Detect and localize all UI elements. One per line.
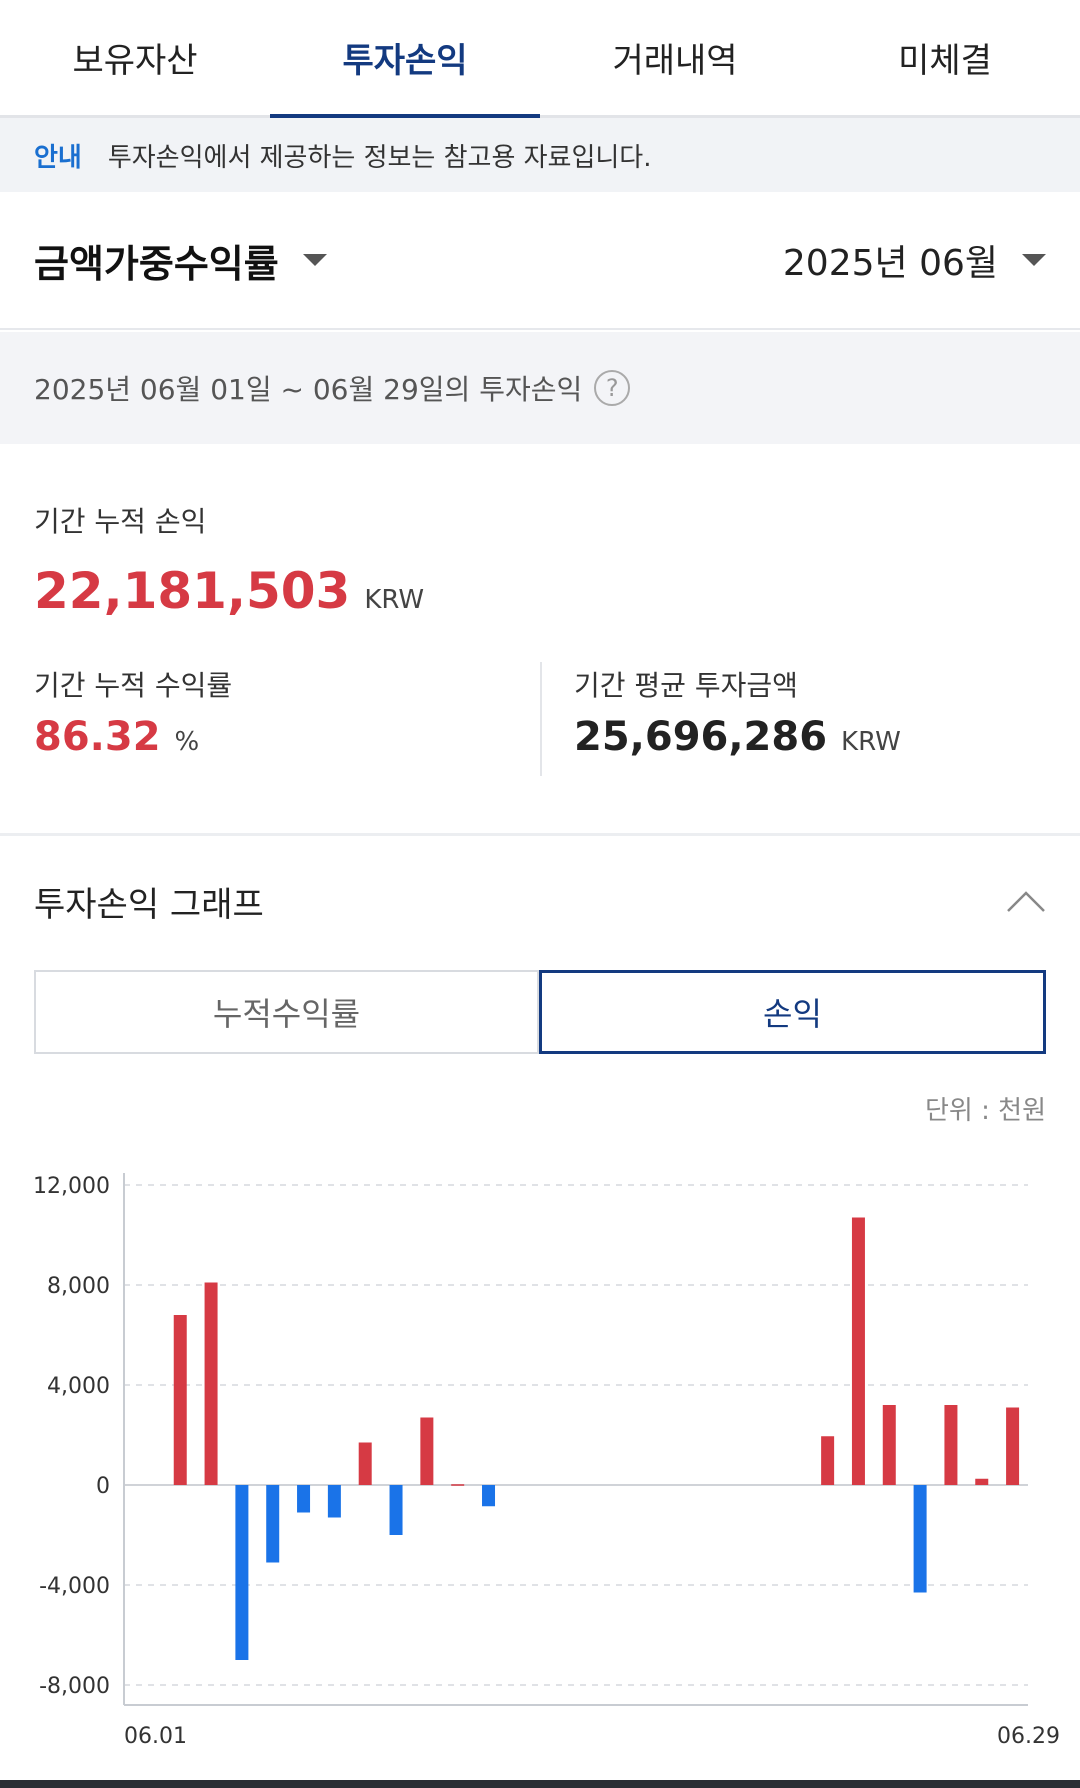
x-tick-label-end: 06.29 xyxy=(997,1724,1060,1749)
notice-tag: 안내 xyxy=(34,142,82,173)
bar-06.12 xyxy=(482,1485,496,1507)
pl-bar-chart: 12,000 8,000 4,000 0 -4,000 -8,000 06.01 06.29 xyxy=(33,1173,1060,1749)
unit-note: 단위 : 천원 xyxy=(925,1096,1046,1126)
tab-holdings[interactable]: 보유자산 xyxy=(72,41,198,81)
y-tick-label: -4,000 xyxy=(39,1574,110,1599)
bar-06.11 xyxy=(451,1484,465,1486)
bar-06.08 xyxy=(358,1442,372,1485)
bar-06.06 xyxy=(297,1485,311,1513)
bar-06.27 xyxy=(944,1405,958,1485)
chart-axes: 12,000 8,000 4,000 0 -4,000 -8,000 06.01 06.29 xyxy=(33,1173,1060,1749)
avg-invest-unit: KRW xyxy=(841,727,901,757)
notice-message: 투자손익에서 제공하는 정보는 참고용 자료입니다. xyxy=(107,142,652,173)
y-tick-label: 4,000 xyxy=(47,1374,110,1399)
cum-pl-value: 22,181,503 xyxy=(34,562,351,620)
bar-06.09 xyxy=(389,1485,403,1535)
cum-rate-value: 86.32 xyxy=(34,714,161,760)
bar-06.07 xyxy=(327,1485,341,1518)
bar-06.25 xyxy=(882,1405,896,1485)
period-text: 2025년 06월 01일 ~ 06월 29일의 투자손익 xyxy=(34,373,583,406)
tab-investment-pl[interactable]: 투자손익 xyxy=(270,0,540,118)
cum-pl: 22,181,503 KRW xyxy=(34,562,424,620)
notice-banner: 안내 투자손익에서 제공하는 정보는 참고용 자료입니다. xyxy=(0,118,1080,192)
y-tick-label: 8,000 xyxy=(47,1274,110,1299)
month-dropdown-label: 2025년 06월 xyxy=(782,243,998,284)
graph-title: 투자손익 그래프 xyxy=(34,884,264,925)
caret-down-icon xyxy=(302,254,327,266)
avg-invest-label: 기간 평균 투자금액 xyxy=(574,669,798,702)
bar-06.04 xyxy=(235,1485,249,1660)
bar-06.24 xyxy=(851,1217,865,1485)
bar-06.03 xyxy=(204,1282,218,1485)
caret-down-icon xyxy=(1022,254,1046,266)
bar-06.23 xyxy=(821,1436,835,1485)
bar-06.26 xyxy=(913,1485,927,1593)
tab-transactions[interactable]: 거래내역 xyxy=(612,41,738,81)
system-nav-bar xyxy=(0,1780,1080,1788)
divider xyxy=(540,662,542,776)
graph-mode-toggle: 누적수익률 손익 xyxy=(34,970,1046,1054)
segment-pl[interactable]: 손익 xyxy=(539,970,1046,1054)
y-tick-label: 0 xyxy=(96,1474,110,1499)
chevron-up-icon[interactable] xyxy=(1006,881,1046,921)
period-band: 2025년 06월 01일 ~ 06월 29일의 투자손익 ? xyxy=(0,332,1080,444)
month-dropdown[interactable]: 2025년 06월 xyxy=(783,234,1046,286)
avg-invest-value: 25,696,286 xyxy=(574,714,828,760)
summary-section: 기간 누적 손익 22,181,503 KRW 기간 누적 수익률 86.32 … xyxy=(0,444,1080,836)
tab-unfilled[interactable]: 미체결 xyxy=(898,41,992,81)
metric-dropdown[interactable]: 금액가중수익률 xyxy=(34,233,327,288)
bar-06.05 xyxy=(266,1485,280,1563)
metric-dropdown-label: 금액가중수익률 xyxy=(34,241,279,286)
bar-06.29 xyxy=(1006,1407,1020,1485)
cum-rate-unit: % xyxy=(174,727,200,757)
avg-invest: 25,696,286 KRW xyxy=(574,714,901,760)
bar-06.10 xyxy=(420,1417,434,1485)
cum-rate-label: 기간 누적 수익률 xyxy=(34,669,233,702)
cum-rate: 86.32 % xyxy=(34,714,199,760)
graph-header: 투자손익 그래프 xyxy=(0,836,1080,966)
tab-bar: 보유자산 투자손익 거래내역 미체결 xyxy=(0,0,1080,118)
selector-row: 금액가중수익률 2025년 06월 xyxy=(0,192,1080,330)
question-circle-icon[interactable]: ? xyxy=(594,370,631,406)
y-tick-label: -8,000 xyxy=(39,1674,110,1699)
bar-06.28 xyxy=(975,1478,989,1485)
cum-pl-unit: KRW xyxy=(364,585,425,615)
chart-bars xyxy=(173,1217,1020,1660)
x-tick-label-start: 06.01 xyxy=(124,1724,187,1749)
segment-cum-rate[interactable]: 누적수익률 xyxy=(34,970,539,1054)
bar-06.02 xyxy=(173,1315,187,1485)
cum-pl-label: 기간 누적 손익 xyxy=(34,505,207,538)
y-tick-label: 12,000 xyxy=(33,1174,110,1199)
